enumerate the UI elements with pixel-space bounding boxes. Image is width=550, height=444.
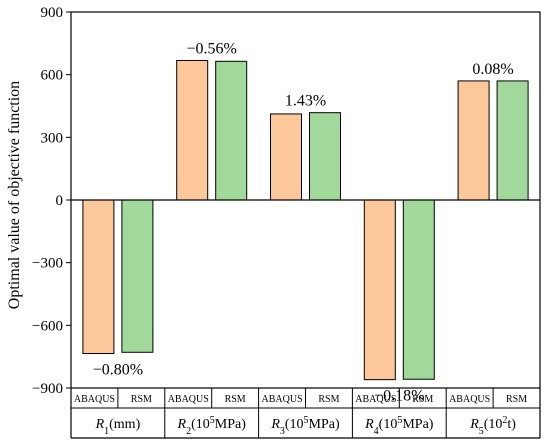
bar-rsm-5 <box>496 80 529 201</box>
bar-rsm-3 <box>309 112 341 201</box>
table-series-label: ABAQUS <box>449 394 490 405</box>
table-series-label: RSM <box>131 394 152 405</box>
annotation-2: −0.56% <box>187 40 237 57</box>
y-tick-label: −300 <box>32 256 63 272</box>
y-tick-label: 0 <box>56 193 64 209</box>
y-axis-label: Optimal value of objective function <box>6 81 23 309</box>
annotations: −0.80%−0.56%1.43%−0.18%0.08% <box>93 40 514 404</box>
category-label-1: R1(mm) <box>95 417 141 437</box>
category-label-5: R5(102t) <box>469 415 516 437</box>
annotation-5: 0.08% <box>472 61 513 78</box>
category-label-2: R2(105MPa) <box>177 415 247 437</box>
y-tick-label: −900 <box>32 381 63 397</box>
annotation-1: −0.80% <box>93 362 143 379</box>
bar-abaqus-3 <box>270 113 302 201</box>
table-series-label: ABAQUS <box>74 394 115 405</box>
y-tick-label: 300 <box>41 130 64 146</box>
bar-abaqus-2 <box>176 59 209 201</box>
bars <box>82 59 529 381</box>
table-series-label: RSM <box>506 394 527 405</box>
y-tick-label: 600 <box>41 68 64 84</box>
table-series-label: RSM <box>412 394 433 405</box>
table-series-label: RSM <box>225 394 246 405</box>
y-tick-label: −600 <box>32 318 63 334</box>
category-label-3: R3(105MPa) <box>270 415 340 437</box>
y-tick-label: 900 <box>41 5 64 21</box>
table-series-label: ABAQUS <box>168 394 209 405</box>
table-series-label: ABAQUS <box>355 394 396 405</box>
bar-abaqus-4 <box>363 199 396 381</box>
bar-rsm-1 <box>121 199 154 353</box>
category-table: ABAQUS RSM R1(mm) ABAQUS RSM R2(105MPa) ABAQUS… <box>70 388 541 439</box>
y-axis-ticks: −900 −600 −300 0 300 600 900 <box>32 5 71 397</box>
bar-abaqus-1 <box>82 199 115 355</box>
annotation-3: 1.43% <box>285 93 326 110</box>
bar-rsm-4 <box>402 199 435 380</box>
bar-abaqus-5 <box>457 80 490 201</box>
bar-rsm-2 <box>215 60 248 201</box>
table-series-label: ABAQUS <box>261 394 302 405</box>
table-series-label: RSM <box>318 394 339 405</box>
category-label-4: R4(105MPa) <box>364 415 434 437</box>
